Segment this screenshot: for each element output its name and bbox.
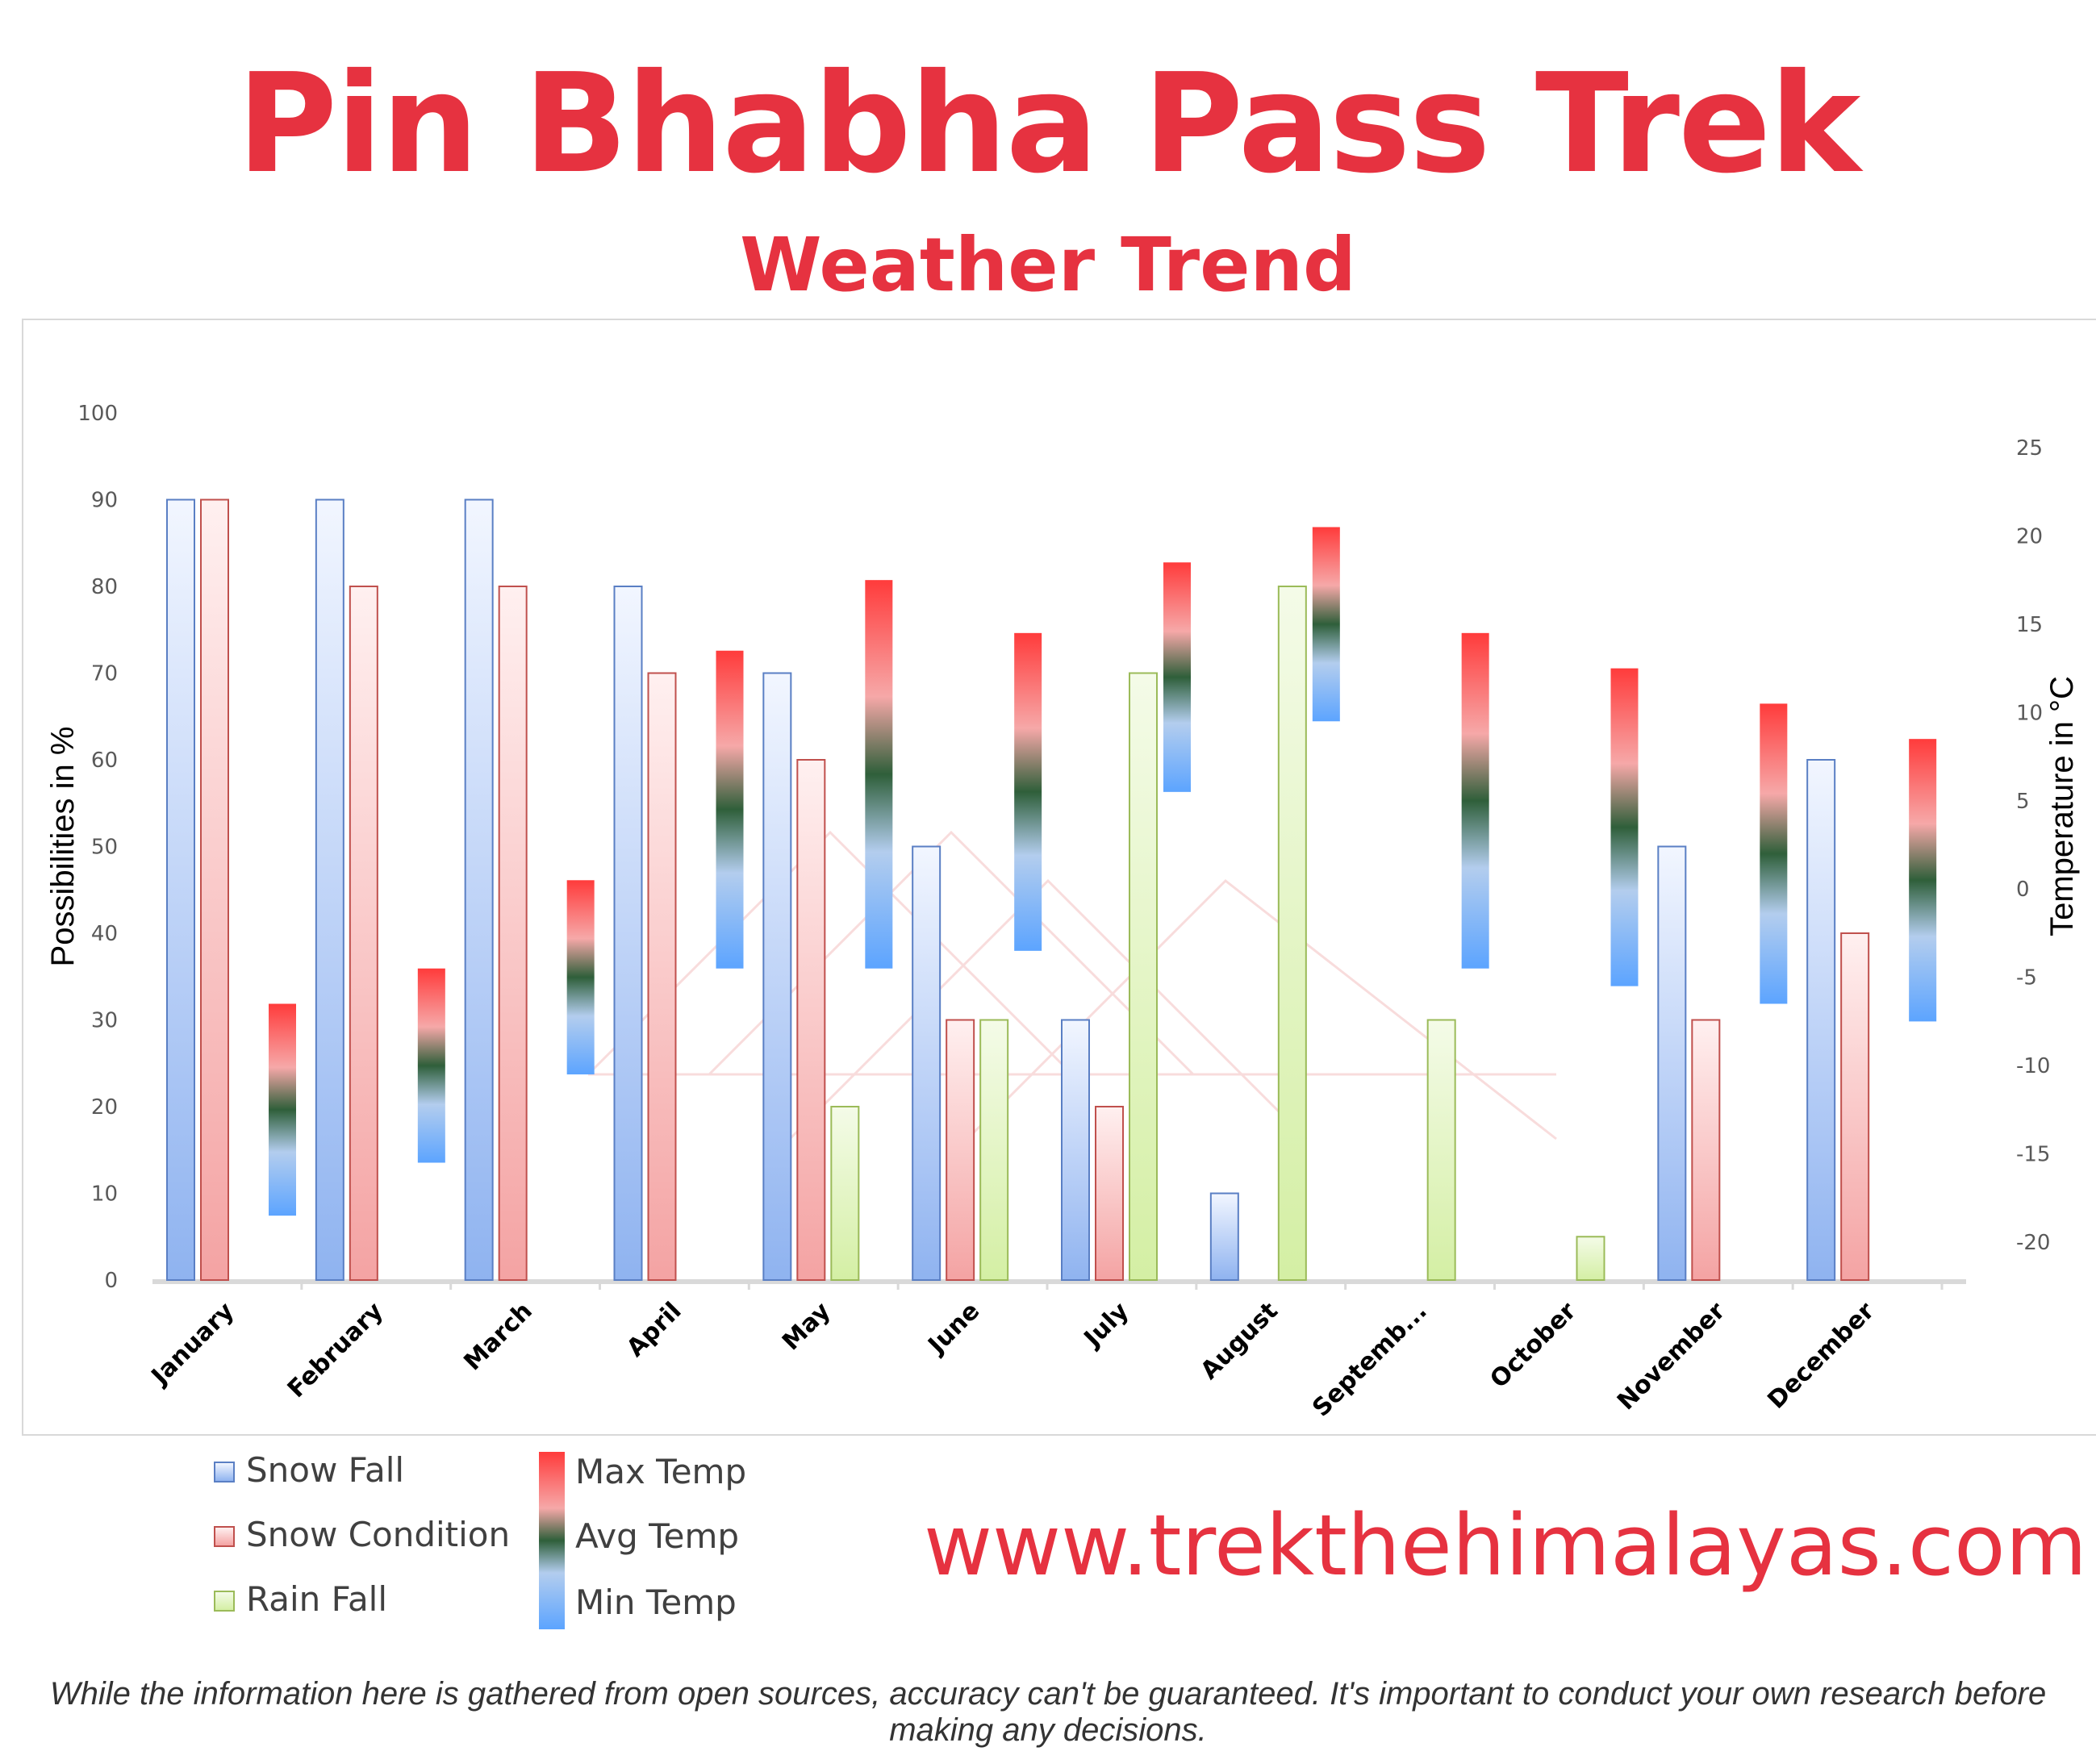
y-tick-label: 60: [91, 749, 118, 773]
snow-condition-bar: [946, 1019, 975, 1281]
y2-tick-label: 15: [2016, 613, 2043, 637]
y-tick-label: 80: [91, 575, 118, 599]
plot-area: 0 10 20 30 40 50 60 70 80 90 100 -20 -15 -10 -5 0 5 10 15 2…: [45, 402, 2080, 1423]
y2-tick-label: 10: [2016, 701, 2043, 725]
temperature-range-bar: [1909, 739, 1937, 1022]
snow-condition-bar: [349, 586, 378, 1281]
legend-swatch-max-temp: [539, 1452, 565, 1508]
x-tick-label: October: [1484, 1297, 1581, 1394]
rain-fall-bar: [979, 1019, 1009, 1281]
rain-fall-bar: [1277, 586, 1307, 1281]
temperature-range-bar: [566, 880, 595, 1075]
rain-fall-bar: [1129, 672, 1158, 1281]
y-tick-label: 50: [91, 836, 118, 860]
y2-tick-label: -15: [2016, 1143, 2050, 1167]
x-tick-label: January: [145, 1297, 240, 1391]
y-tick-label: 20: [91, 1095, 118, 1120]
x-tick-label: December: [1762, 1297, 1880, 1415]
x-tick-label: April: [621, 1297, 687, 1362]
snow-fall-bar: [1061, 1019, 1090, 1281]
temperature-range-bar: [417, 968, 445, 1163]
legend-swatch-snow-fall: [214, 1462, 235, 1483]
y2-tick-label: 0: [2016, 878, 2030, 902]
snow-condition-bar: [1095, 1106, 1124, 1281]
snow-fall-bar: [166, 498, 195, 1281]
disclaimer-text: While the information here is gathered f…: [49, 1676, 2047, 1748]
legend-label-snow-condition: Snow Condition: [246, 1515, 511, 1554]
legend-swatch-rain-fall: [214, 1591, 235, 1612]
temperature-range-bar: [1014, 632, 1042, 951]
snow-fall-bar: [315, 498, 344, 1281]
legend-label-snow-fall: Snow Fall: [246, 1450, 405, 1490]
y-tick-label: 40: [91, 922, 118, 946]
y2-tick-label: 20: [2016, 524, 2043, 548]
x-tick-label: May: [777, 1297, 837, 1357]
legend-label-max-temp: Max Temp: [575, 1452, 747, 1491]
snow-fall-bar: [912, 845, 942, 1281]
legend-label-avg-temp: Avg Temp: [575, 1516, 740, 1556]
x-tick-label: February: [282, 1297, 389, 1403]
temperature-range-bar: [716, 650, 744, 969]
snow-condition-bar: [1840, 932, 1870, 1281]
rain-fall-bar: [1426, 1019, 1456, 1281]
y-tick-label: 30: [91, 1009, 118, 1033]
snow-condition-bar: [200, 498, 229, 1281]
chart-title: Pin Bhabha Pass Trek: [236, 44, 1861, 204]
y2-tick-label: -20: [2016, 1231, 2050, 1255]
y2-tick-label: -5: [2016, 966, 2037, 990]
chart-svg: 0 10 20 30 40 50 60 70 80 90 100 -20 -15 -10 -5 0 5 10 15 2…: [45, 402, 2080, 1423]
x-tick-label: June: [922, 1297, 986, 1361]
snow-fall-bar: [613, 586, 643, 1281]
snow-condition-bar: [647, 672, 677, 1281]
x-tick-label: August: [1196, 1297, 1284, 1385]
temperature-range-bar: [1461, 632, 1489, 969]
y2-tick-label: 5: [2016, 790, 2030, 814]
rain-fall-bar: [830, 1106, 860, 1281]
chart-subtitle: Weather Trend: [740, 222, 1356, 308]
temperature-range-bar: [865, 580, 893, 969]
temperature-range-bar: [1163, 562, 1191, 792]
temperature-range-bar: [1610, 668, 1639, 986]
y-tick-label: 90: [91, 489, 118, 513]
x-tick-label: July: [1078, 1297, 1135, 1354]
chart-frame: 0 10 20 30 40 50 60 70 80 90 100 -20 -15 -10 -5 0 5 10 15 2…: [22, 319, 2096, 1436]
legend-swatch-min-temp: [539, 1573, 565, 1629]
snow-condition-bar: [498, 586, 528, 1281]
x-tick-label: Septemb...: [1307, 1297, 1433, 1423]
legend-swatch-avg-temp: [539, 1508, 565, 1573]
temperature-range-bar: [1760, 703, 1788, 1004]
snow-condition-bar: [796, 759, 826, 1281]
website-url: www.trekthehimalayas.com: [924, 1496, 2087, 1595]
snow-fall-bar: [1806, 759, 1836, 1281]
snow-fall-bar: [1209, 1192, 1239, 1281]
temperature-range-bar: [1312, 527, 1340, 722]
rain-fall-bar: [1576, 1236, 1605, 1281]
y2-tick-label: -10: [2016, 1054, 2050, 1078]
y-tick-label: 0: [104, 1269, 118, 1293]
legend-swatch-snow-condition: [214, 1526, 235, 1547]
legend-label-rain-fall: Rain Fall: [246, 1579, 388, 1619]
x-tick-label: March: [458, 1297, 537, 1376]
snow-condition-bar: [1691, 1019, 1721, 1281]
legend-label-min-temp: Min Temp: [575, 1583, 737, 1622]
snow-fall-bar: [762, 672, 792, 1281]
temperature-range-bar: [269, 1003, 296, 1216]
y2-tick-label: 25: [2016, 436, 2043, 461]
snow-fall-bar: [1657, 845, 1687, 1281]
y-tick-label: 100: [77, 402, 118, 426]
y2-axis-title: Temperature in °C: [2044, 676, 2080, 936]
y-tick-label: 10: [91, 1182, 118, 1207]
x-tick-label: November: [1612, 1297, 1731, 1416]
y-tick-label: 70: [91, 662, 118, 686]
snow-fall-bar: [464, 498, 494, 1281]
y-axis-title: Possibilities in %: [45, 727, 81, 967]
